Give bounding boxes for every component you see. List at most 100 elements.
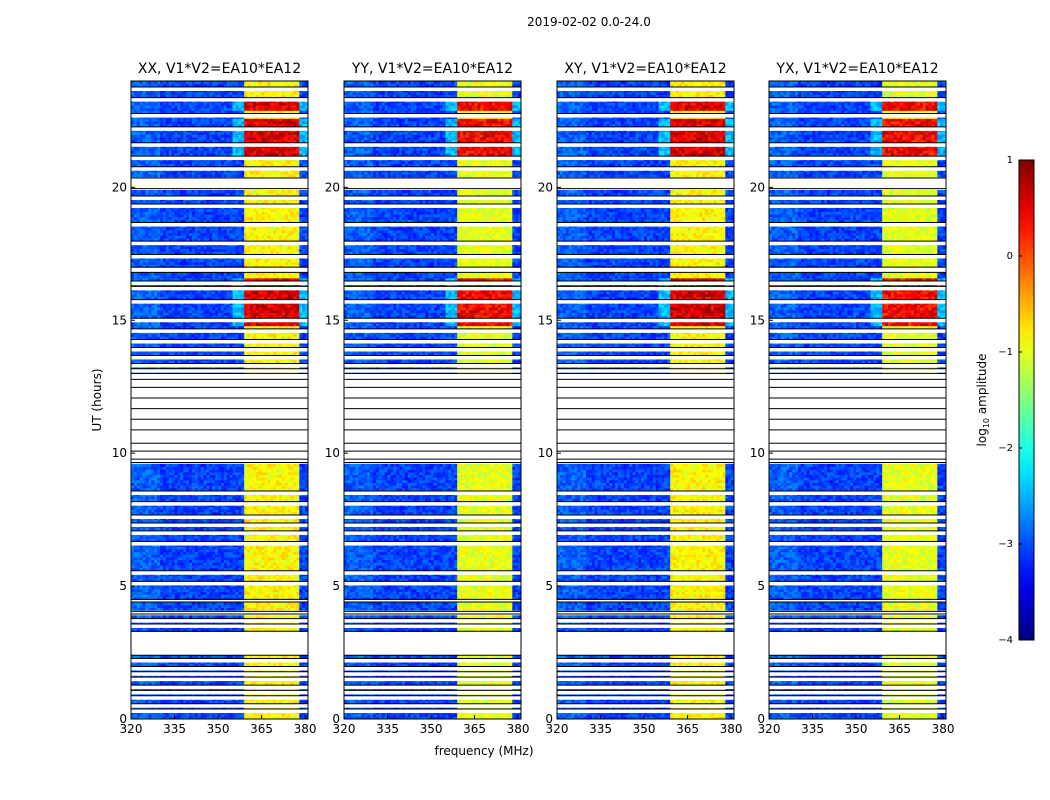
heatmap-cell [273,628,277,632]
heatmap-cell [293,554,297,558]
heatmap-cell [235,548,239,553]
heatmap-cell [215,469,219,473]
heatmap-cell [252,495,257,499]
heatmap-cell [148,474,152,478]
heatmap-cell [157,506,161,510]
heatmap-cell [177,578,181,582]
heatmap-cell [133,615,138,619]
heatmap-cell [278,554,283,558]
heatmap-cell [255,485,260,489]
heatmap-cell [212,479,216,484]
heatmap-cell [168,567,173,571]
heatmap-cell [249,588,254,592]
heatmap-cell [258,548,263,553]
heatmap-cell [238,602,242,606]
heatmap-cell [133,663,138,667]
heatmap-cell [183,498,187,502]
heatmap-cell [133,551,138,555]
heatmap-cell [305,508,308,513]
heatmap-cell [232,578,237,582]
heatmap-cell [157,700,161,704]
heatmap-cell [220,586,225,590]
heatmap-cell [278,628,283,632]
heatmap-cell [305,487,308,491]
heatmap-cell [142,495,147,499]
heatmap-cell [290,471,295,476]
heatmap-cell [273,527,277,531]
heatmap-cell [133,607,138,611]
heatmap-cell [247,485,251,489]
heatmap-cell [218,498,222,502]
heatmap-cell [139,681,144,686]
heatmap-cell [131,487,135,491]
heatmap-cell [247,527,251,531]
heatmap-cell [273,594,277,598]
heatmap-cell [287,508,292,513]
heatmap-cell [226,559,231,563]
heatmap-cell [148,591,152,595]
heatmap-cell [157,575,161,579]
heatmap-cell [194,700,199,704]
heatmap-cell [212,588,216,592]
heatmap-cell [131,586,135,590]
heatmap-cell [194,556,199,561]
heatmap-cell [238,663,242,667]
heatmap-cell [139,479,144,484]
heatmap-cell [212,663,216,667]
heatmap-cell [212,567,216,571]
heatmap-cell [287,511,292,515]
heatmap-cell [223,663,228,667]
heatmap-cell [157,482,161,486]
heatmap-cell [151,474,155,478]
heatmap-cell [244,575,248,579]
heatmap-cell [296,700,300,704]
heatmap-cell [276,474,280,478]
heatmap-cell [232,538,237,542]
heatmap-cell [276,471,280,476]
heatmap-cell [278,567,283,571]
heatmap-cell [136,591,141,595]
heatmap-cell [154,535,158,539]
heatmap-cell [142,479,147,484]
heatmap-cell [276,556,280,561]
heatmap-cell [305,716,308,719]
heatmap-cell [232,655,237,659]
heatmap-cell [145,628,150,632]
heatmap-cell [284,562,289,566]
heatmap-cell [223,485,228,489]
heatmap-cell [267,482,271,486]
heatmap-cell [154,594,158,598]
heatmap-cell [171,681,176,686]
heatmap-cell [212,538,216,542]
heatmap-cell [264,511,268,515]
heatmap-cell [209,588,213,592]
heatmap-cell [258,538,263,542]
heatmap-cell [154,628,158,632]
heatmap-cell [197,562,202,566]
heatmap-cell [255,567,260,571]
heatmap-cell [183,554,187,558]
heatmap-cell [276,538,280,542]
heatmap-cell [142,681,147,686]
heatmap-cell [157,559,161,563]
heatmap-cell [189,548,193,553]
heatmap-cell [252,700,257,704]
heatmap-cell [293,596,297,600]
heatmap-cell [148,535,152,539]
heatmap-cell [174,548,179,553]
heatmap-cell [261,508,266,513]
heatmap-cell [267,716,271,719]
heatmap-cell [194,716,199,719]
heatmap-cell [264,474,268,478]
heatmap-cell [284,628,289,632]
heatmap-cell [270,700,274,704]
heatmap-cell [171,596,176,600]
heatmap-cell [186,482,190,486]
heatmap-cell [287,554,292,558]
heatmap-cell [281,663,286,667]
heatmap-cell [244,596,248,600]
heatmap-cell [191,485,196,489]
heatmap-cell [284,596,289,600]
heatmap-cell [194,591,199,595]
heatmap-cell [223,615,228,619]
